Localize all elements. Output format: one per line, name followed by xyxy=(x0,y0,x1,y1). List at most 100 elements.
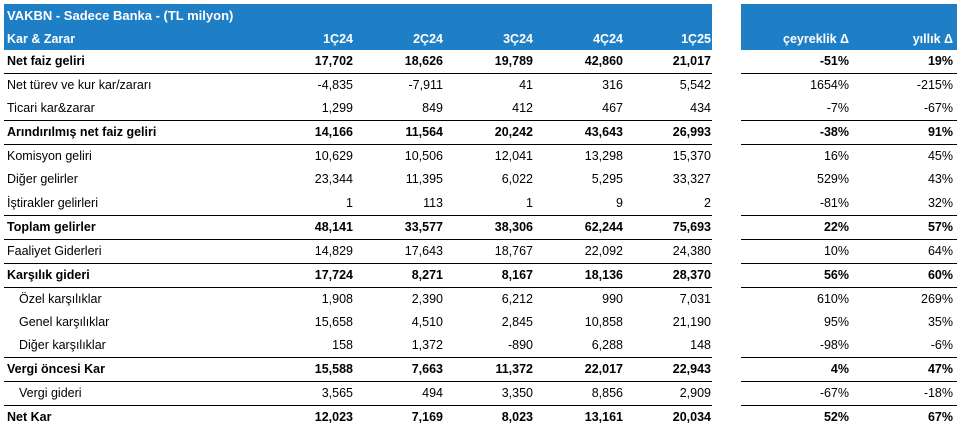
table-row: Faaliyet Giderleri 14,829 17,643 18,767 22,0… xyxy=(4,240,712,264)
row-value: 1 xyxy=(346,195,353,210)
column-header-qoq: çeyreklik Δ xyxy=(783,32,849,46)
change-row: -38% 91% xyxy=(741,121,957,146)
yoy-change: 43% xyxy=(927,172,953,187)
qoq-change: 4% xyxy=(830,362,849,377)
change-row: 529% 43% xyxy=(741,168,957,191)
row-value: 42,860 xyxy=(584,54,623,68)
row-value: 17,724 xyxy=(314,267,353,282)
row-value: 316 xyxy=(602,78,623,93)
row-value: 849 xyxy=(422,101,443,116)
table-row: Arındırılmış net faiz geliri 14,166 11,564… xyxy=(4,121,712,146)
table-row: Diğer karşılıklar 158 1,372 -890 6,288 148 xyxy=(4,334,712,359)
yoy-change: 45% xyxy=(927,149,953,164)
qoq-change: 95% xyxy=(823,315,849,330)
table-row: Net faiz geliri 17,702 18,626 19,789 42,860 2… xyxy=(4,50,712,75)
row-value: 18,626 xyxy=(404,54,443,68)
row-label: Net faiz geliri xyxy=(7,54,85,68)
row-label: Faaliyet Giderleri xyxy=(7,243,102,258)
yoy-change: -6% xyxy=(930,338,953,353)
yoy-change: 32% xyxy=(927,195,953,210)
row-value: 8,023 xyxy=(501,410,533,425)
yoy-change: -18% xyxy=(923,386,953,401)
row-value: 41 xyxy=(519,78,533,93)
row-value: 434 xyxy=(690,101,711,116)
row-label: İştirakler gelirleri xyxy=(7,195,98,210)
row-label: Net türev ve kur kar/zararı xyxy=(7,78,152,93)
change-row: 610% 269% xyxy=(741,288,957,311)
row-value: 13,298 xyxy=(584,149,623,164)
change-table: çeyreklik Δ yıllık Δ -51% 19% 1654% -215% -7… xyxy=(741,4,957,430)
qoq-change: 52% xyxy=(823,410,849,425)
yoy-change: 67% xyxy=(927,410,953,425)
row-value: 8,167 xyxy=(501,267,533,282)
row-value: 4,510 xyxy=(411,315,443,330)
header-spacer xyxy=(741,4,957,27)
row-value: 158 xyxy=(332,338,353,353)
qoq-change: -67% xyxy=(819,386,849,401)
row-label: Karşılık gideri xyxy=(7,267,90,282)
table-row: İştirakler gelirleri 1 113 1 9 2 xyxy=(4,192,712,216)
change-table-header: çeyreklik Δ yıllık Δ xyxy=(741,4,957,50)
qoq-change: 529% xyxy=(817,172,849,187)
change-row: 10% 64% xyxy=(741,240,957,264)
table-row: Özel karşılıklar 1,908 2,390 6,212 990 7,031 xyxy=(4,288,712,311)
row-value: 19,789 xyxy=(494,54,533,68)
row-value: 1,908 xyxy=(321,291,353,306)
row-value: 22,943 xyxy=(672,362,711,377)
table-row: Diğer gelirler 23,344 11,395 6,022 5,295 33,3… xyxy=(4,168,712,191)
change-row: -98% -6% xyxy=(741,334,957,359)
row-value: 33,577 xyxy=(404,219,443,234)
table-row: Ticari kar&zarar 1,299 849 412 467 434 xyxy=(4,97,712,122)
row-value: 12,041 xyxy=(494,149,533,164)
qoq-change: -51% xyxy=(819,54,849,68)
row-value: 26,993 xyxy=(672,125,711,140)
change-row: 1654% -215% xyxy=(741,74,957,97)
row-label: Özel karşılıklar xyxy=(19,291,102,306)
yoy-change: 269% xyxy=(921,291,953,306)
row-value: 1 xyxy=(526,195,533,210)
row-value: 11,564 xyxy=(405,125,443,140)
column-header-period: 1Ç25 xyxy=(681,32,711,46)
yoy-change: 35% xyxy=(927,315,953,330)
row-label: Toplam gelirler xyxy=(7,219,96,234)
row-value: 6,288 xyxy=(591,338,623,353)
row-value: 148 xyxy=(690,338,711,353)
qoq-change: 610% xyxy=(817,291,849,306)
row-value: 17,643 xyxy=(404,243,443,258)
row-value: 9 xyxy=(616,195,623,210)
table-body: Net faiz geliri 17,702 18,626 19,789 42,860 2… xyxy=(4,50,712,430)
table-row: Komisyon geliri 10,629 10,506 12,041 13,298 1… xyxy=(4,145,712,168)
qoq-change: -81% xyxy=(819,195,849,210)
row-value: 3,565 xyxy=(321,386,353,401)
row-value: -4,835 xyxy=(317,78,353,93)
yoy-change: 47% xyxy=(927,362,953,377)
row-value: 15,588 xyxy=(314,362,353,377)
row-value: 22,017 xyxy=(584,362,623,377)
row-value: 18,136 xyxy=(584,267,623,282)
table-row: Karşılık gideri 17,724 8,271 8,167 18,136 28,… xyxy=(4,264,712,288)
row-value: 22,092 xyxy=(584,243,623,258)
change-row: 95% 35% xyxy=(741,311,957,334)
row-value: 10,858 xyxy=(584,315,623,330)
table-row: Net Kar 12,023 7,169 8,023 13,161 20,034 xyxy=(4,406,712,429)
table-row: Toplam gelirler 48,141 33,577 38,306 62,244 7… xyxy=(4,216,712,240)
row-value: 8,856 xyxy=(591,386,623,401)
row-label: Ticari kar&zarar xyxy=(7,101,95,116)
row-value: 21,190 xyxy=(672,315,711,330)
row-label: Net Kar xyxy=(7,410,52,425)
row-value: 62,244 xyxy=(584,219,623,234)
row-value: 1,299 xyxy=(321,101,353,116)
table-header: VAKBN - Sadece Banka - (TL milyon) Kar &… xyxy=(4,4,712,50)
change-row: 56% 60% xyxy=(741,264,957,288)
change-row: -67% -18% xyxy=(741,382,957,407)
table-row: Vergi gideri 3,565 494 3,350 8,856 2,909 xyxy=(4,382,712,407)
row-value: 467 xyxy=(602,101,623,116)
row-value: 48,141 xyxy=(314,219,353,234)
yoy-change: -215% xyxy=(916,78,953,93)
row-value: 2,909 xyxy=(679,386,711,401)
row-value: -890 xyxy=(507,338,533,353)
row-value: 6,212 xyxy=(501,291,533,306)
row-value: 11,395 xyxy=(405,172,443,187)
change-row: -81% 32% xyxy=(741,192,957,216)
row-value: 990 xyxy=(602,291,623,306)
